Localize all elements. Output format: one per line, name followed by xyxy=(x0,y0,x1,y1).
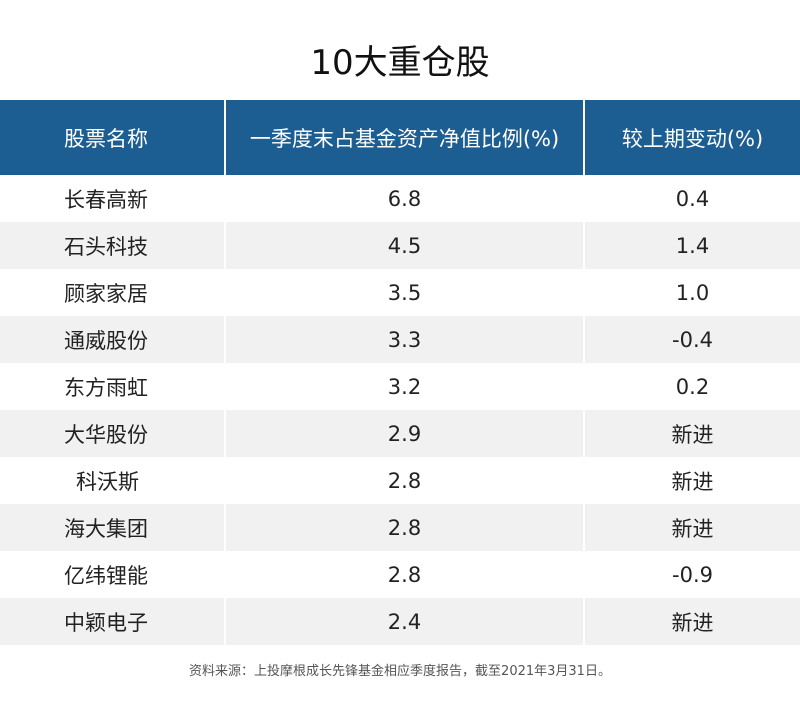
stock-name-cell: 通威股份 xyxy=(64,328,148,353)
ratio-cell: 2.8 xyxy=(224,551,583,598)
table-row: 通威股份 3.3 -0.4 xyxy=(0,316,800,363)
ratio-cell: 2.9 xyxy=(224,410,583,457)
table-row: 东方雨虹 3.2 0.2 xyxy=(0,363,800,410)
table-row: 中颖电子 2.4 新进 xyxy=(0,598,800,645)
ratio-cell: 6.8 xyxy=(224,175,583,222)
stock-name-cell: 长春高新 xyxy=(64,187,148,212)
change-cell: 1.4 xyxy=(583,222,800,269)
change-cell: 新进 xyxy=(583,504,800,551)
ratio-cell: 3.2 xyxy=(224,363,583,410)
header-stock-name: 股票名称 xyxy=(64,126,148,151)
change-cell: 0.4 xyxy=(583,175,800,222)
table-row: 石头科技 4.5 1.4 xyxy=(0,222,800,269)
change-cell: 新进 xyxy=(583,410,800,457)
ratio-cell: 3.5 xyxy=(224,269,583,316)
stock-name-cell: 东方雨虹 xyxy=(64,375,148,400)
table-header: 股票名称 一季度末占基金资产净值比例(%) 较上期变动(%) xyxy=(0,100,800,175)
stock-name-cell: 石头科技 xyxy=(64,234,148,259)
source-note: 资料来源：上投摩根成长先锋基金相应季度报告，截至2021年3月31日。 xyxy=(189,664,611,679)
ratio-cell: 3.3 xyxy=(224,316,583,363)
change-cell: -0.4 xyxy=(583,316,800,363)
change-cell: 新进 xyxy=(583,598,800,645)
page-title: 10大重仓股 xyxy=(310,43,490,83)
stock-name-cell: 中颖电子 xyxy=(64,610,148,635)
table-row: 长春高新 6.8 0.4 xyxy=(0,175,800,222)
stock-name-cell: 海大集团 xyxy=(64,516,148,541)
ratio-cell: 2.8 xyxy=(224,457,583,504)
table-row: 大华股份 2.9 新进 xyxy=(0,410,800,457)
change-cell: 新进 xyxy=(583,457,800,504)
header-change: 较上期变动(%) xyxy=(583,100,800,175)
stock-name-cell: 顾家家居 xyxy=(64,281,148,306)
stock-name-cell: 科沃斯 xyxy=(76,469,139,494)
change-cell: 1.0 xyxy=(583,269,800,316)
table-row: 海大集团 2.8 新进 xyxy=(0,504,800,551)
stock-name-cell: 亿纬锂能 xyxy=(64,563,148,588)
change-cell: -0.9 xyxy=(583,551,800,598)
table-body: 长春高新 6.8 0.4 石头科技 4.5 1.4 顾家家居 3.5 1.0 通威股份 3.3 -0.… xyxy=(0,175,800,645)
header-ratio: 一季度末占基金资产净值比例(%) xyxy=(224,100,583,175)
ratio-cell: 2.8 xyxy=(224,504,583,551)
stock-name-cell: 大华股份 xyxy=(64,422,148,447)
change-cell: 0.2 xyxy=(583,363,800,410)
ratio-cell: 2.4 xyxy=(224,598,583,645)
table-row: 顾家家居 3.5 1.0 xyxy=(0,269,800,316)
table-row: 科沃斯 2.8 新进 xyxy=(0,457,800,504)
table-row: 亿纬锂能 2.8 -0.9 xyxy=(0,551,800,598)
ratio-cell: 4.5 xyxy=(224,222,583,269)
holdings-table: 股票名称 一季度末占基金资产净值比例(%) 较上期变动(%) 长春高新 6.8 0.… xyxy=(0,100,800,645)
